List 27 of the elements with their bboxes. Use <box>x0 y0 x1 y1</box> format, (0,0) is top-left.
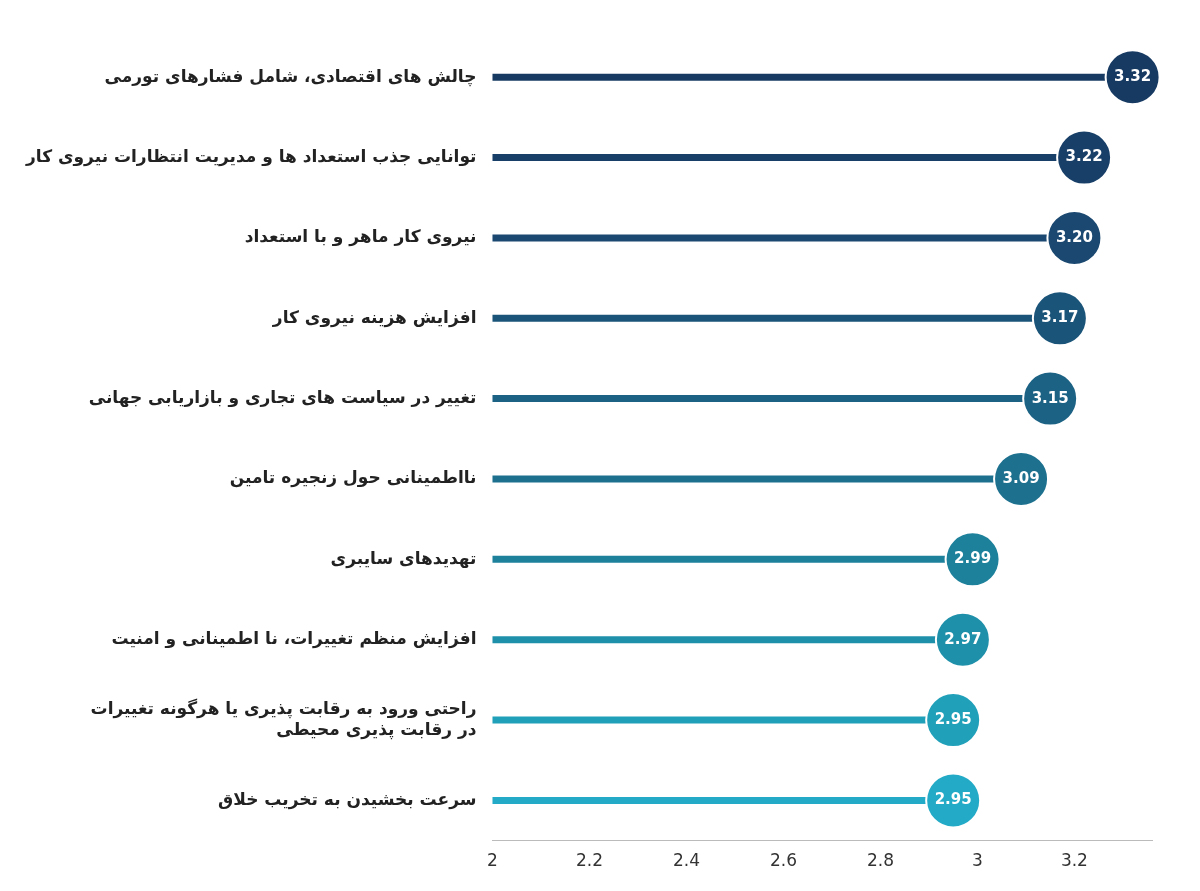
data-label: 3.20 <box>1055 227 1093 246</box>
x-tick-label: 2.6 <box>769 850 797 871</box>
data-label: 2.95 <box>934 709 972 728</box>
y-tick-label: راحتی ورود به رقابت پذیری یا هرگونه تغییرات در رقابت پذیری محیطی <box>90 698 477 740</box>
y-tick-label: افزایش منظم تغییرات، نا اطمینانی و امنیت <box>111 628 477 650</box>
data-label: 3.15 <box>1031 388 1069 407</box>
x-tick-label: 2.8 <box>866 850 894 871</box>
x-tick-label: 2.4 <box>672 850 700 871</box>
y-tick-label: افزایش هزینه نیروی کار <box>271 306 477 328</box>
x-tick-label: 2.2 <box>575 850 603 871</box>
y-tick-label: تغییر در سیاست های تجاری و بازاریابی جهانی <box>88 387 477 409</box>
y-tick-label: چالش های اقتصادی، شامل فشارهای تورمی <box>104 65 477 87</box>
data-label: 3.32 <box>1114 67 1152 86</box>
data-label: 3.17 <box>1041 308 1079 327</box>
data-label: 2.97 <box>944 629 982 648</box>
data-label: 3.09 <box>1002 468 1040 487</box>
x-tick-label: 3.2 <box>1060 850 1088 871</box>
data-label: 2.99 <box>954 549 992 568</box>
data-label: 3.22 <box>1065 147 1103 166</box>
y-tick-label: سرعت بخشیدن به تخریب خلاق <box>218 788 477 810</box>
data-label: 2.95 <box>934 790 972 809</box>
y-tick-label: نیروی کار ماهر و با استعداد <box>244 226 477 248</box>
x-tick-label: 2 <box>487 850 498 871</box>
x-tick-label: 3 <box>972 850 983 871</box>
y-tick-label: توانایی جذب استعداد ها و مدیریت انتظارات نیروی کار <box>25 145 477 167</box>
y-tick-label: تهدیدهای سایبری <box>330 547 477 569</box>
y-tick-label: نااطمینانی حول زنجیره تامین <box>229 467 477 489</box>
